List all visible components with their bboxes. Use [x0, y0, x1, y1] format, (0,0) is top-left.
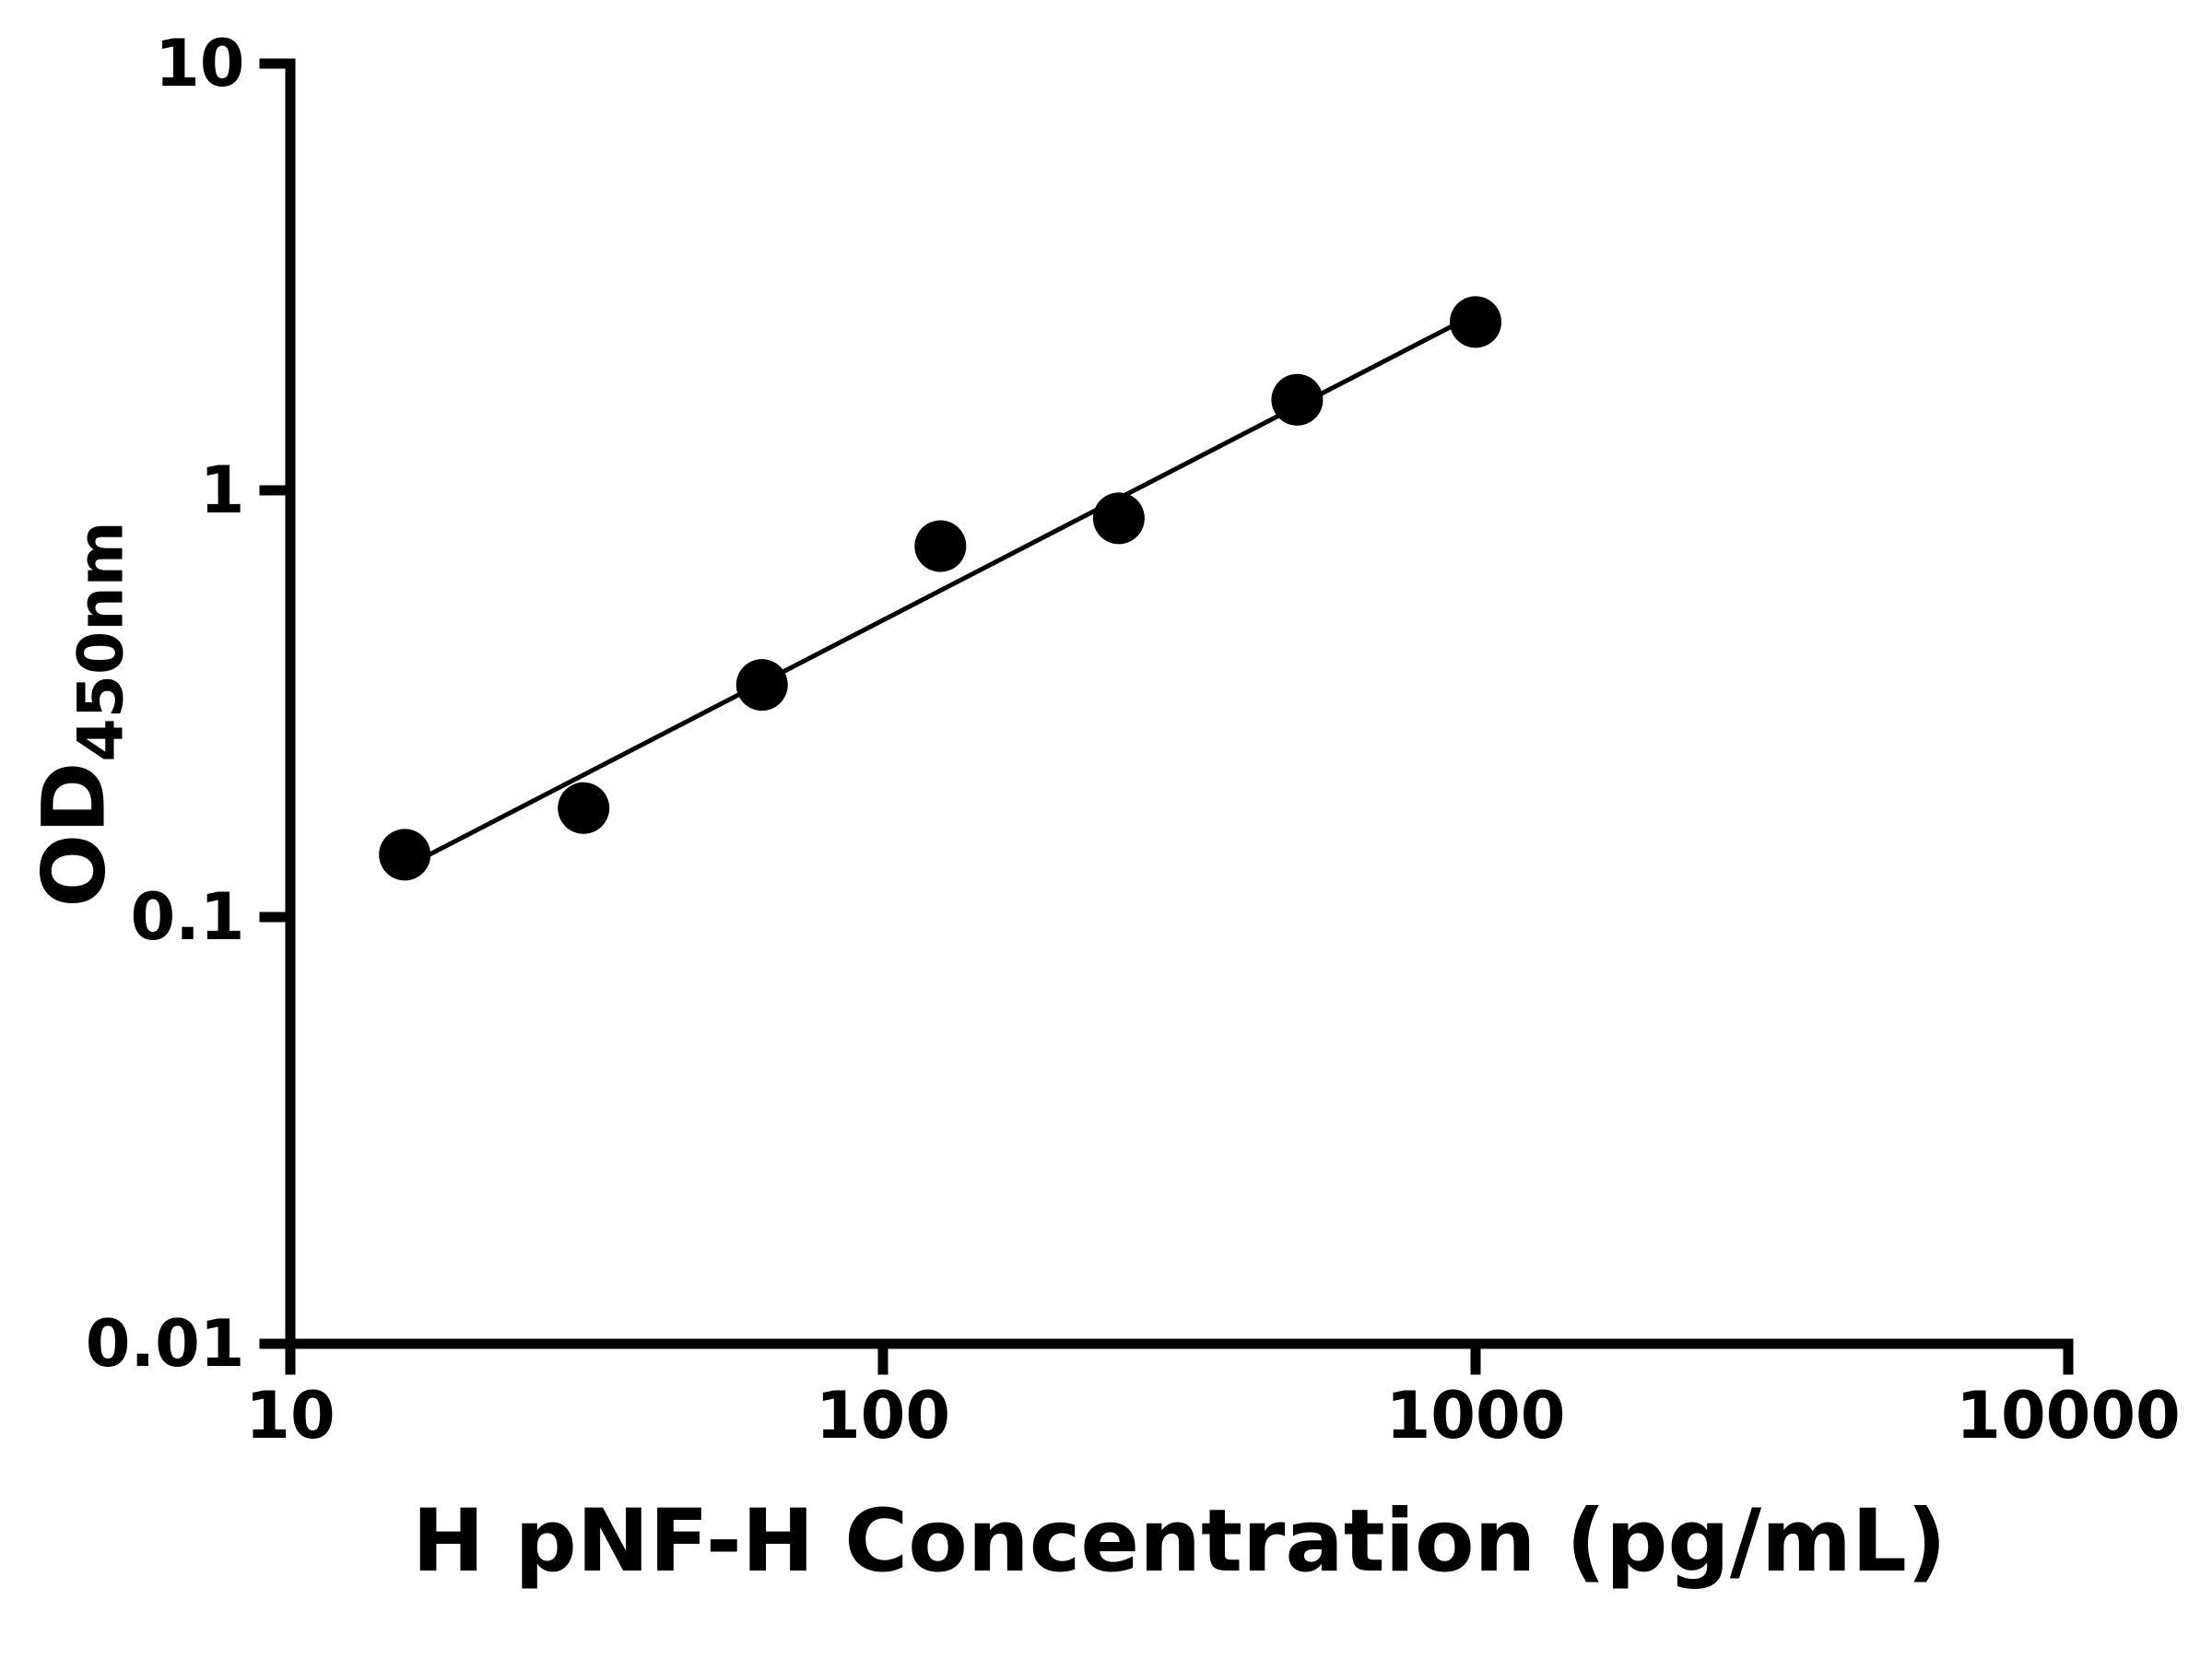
- y-tick-label: 0.1: [130, 879, 244, 955]
- y-axis-title-main: OD: [24, 761, 125, 908]
- y-tick-label: 10: [155, 26, 244, 101]
- x-tick-label: 100: [816, 1378, 950, 1453]
- data-point: [1271, 373, 1324, 426]
- data-point: [914, 520, 967, 572]
- y-axis-title: OD450nm: [25, 521, 138, 907]
- x-tick-label: 10000: [1956, 1378, 2181, 1453]
- data-point: [1450, 296, 1501, 348]
- x-tick-label: 1000: [1386, 1378, 1566, 1453]
- axis-spines: [285, 58, 2074, 1349]
- data-point: [735, 659, 788, 712]
- x-axis-title: H pNF-H Concentration (pg/mL): [412, 1491, 1947, 1592]
- y-axis-title-subscript: 450nm: [65, 521, 138, 762]
- data-point: [1092, 492, 1145, 545]
- x-tick-label: 10: [245, 1378, 335, 1453]
- data-point: [558, 782, 610, 834]
- y-tick-label: 1: [200, 453, 245, 528]
- y-tick-label: 0.01: [86, 1306, 245, 1382]
- data-point: [379, 829, 431, 881]
